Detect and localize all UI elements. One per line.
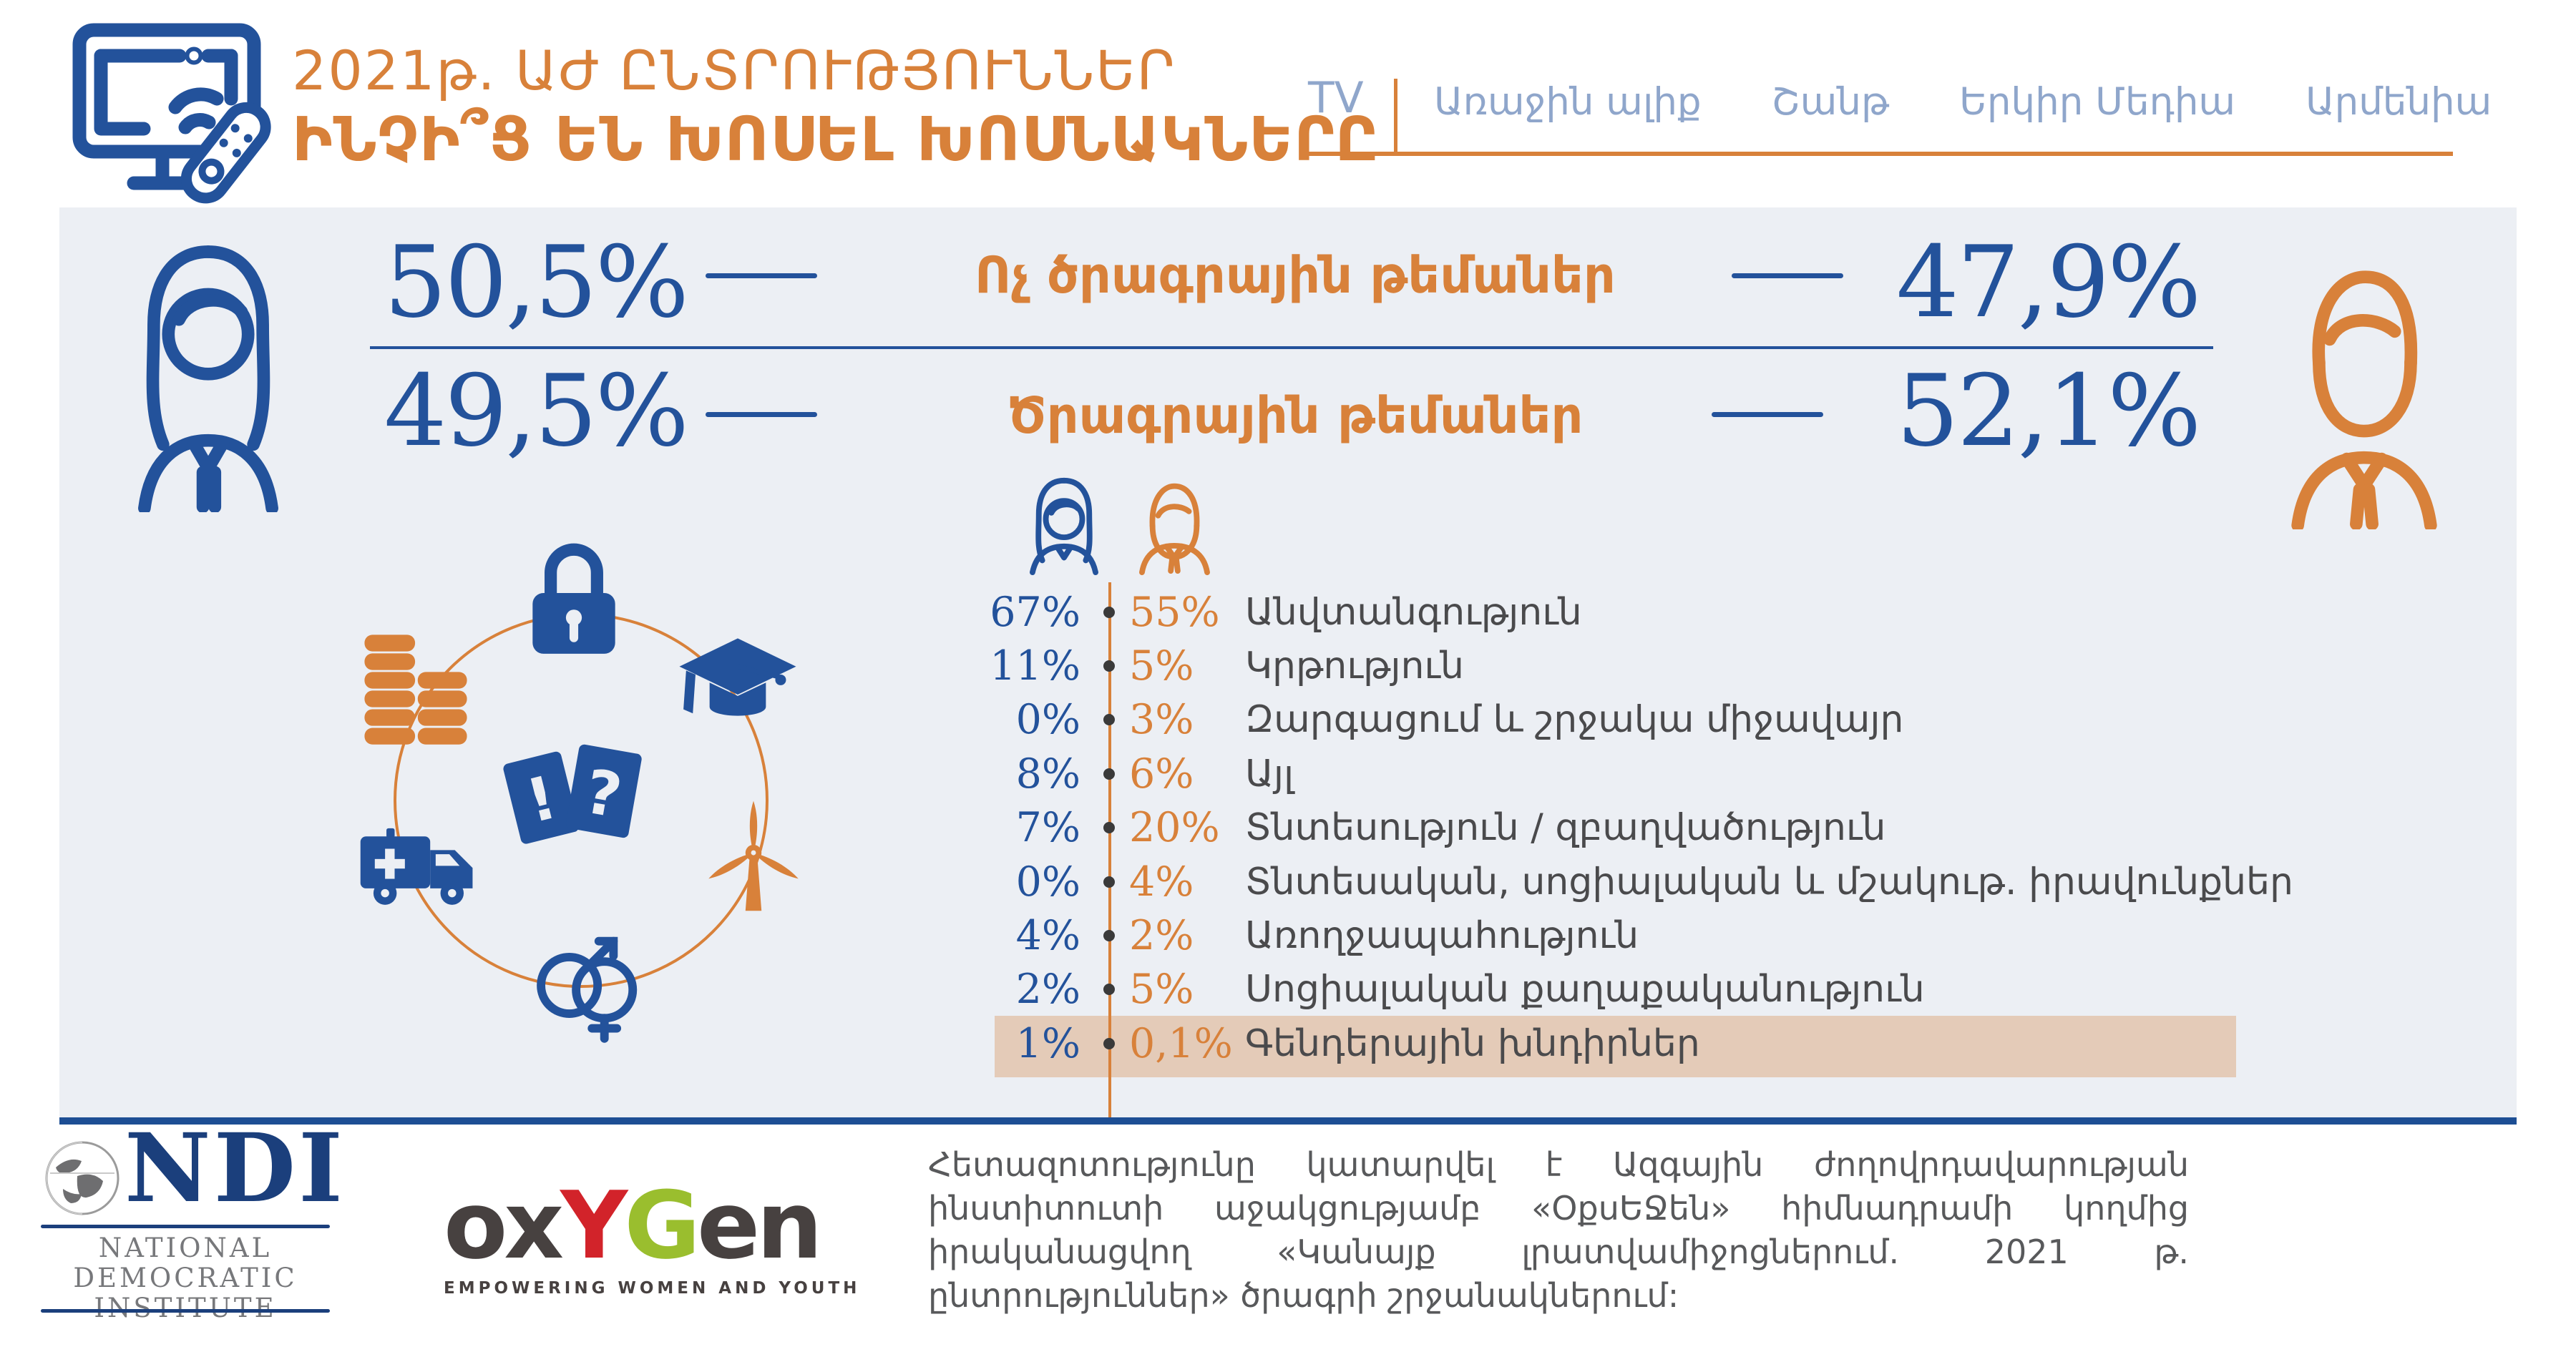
topic-row: 7% 20% Տնտեսություն / զբաղվածություն <box>823 801 2361 855</box>
topic-row: 11% 5% Կրթություն <box>823 639 2361 692</box>
man-icon <box>2291 270 2437 529</box>
men-percent: 6% <box>1129 750 1194 798</box>
women-percent: 0% <box>1015 858 1080 906</box>
stat-dash <box>1732 273 1843 278</box>
topic-label: Կրթություն <box>1245 645 1464 688</box>
topic-row-gender-issues: 1% 0,1% Գենդերային խնդիրներ <box>823 1017 2361 1070</box>
topic-row: 8% 6% Այլ <box>823 747 2361 800</box>
oxygen-logo: oxYGen <box>444 1179 823 1272</box>
channel-armenia: Արմենիա <box>2306 80 2492 124</box>
ndi-logo-text: NDI <box>125 1113 346 1224</box>
stat-label-program: Ծրագրային թեմաներ <box>1007 386 1584 445</box>
women-percent: 11% <box>990 642 1080 690</box>
man-column-icon <box>1139 483 1210 575</box>
topic-label: Տնտեսություն / զբաղվածություն <box>1245 806 1886 850</box>
men-percent: 3% <box>1129 696 1194 744</box>
graduation-cap-icon <box>679 638 796 716</box>
bullet-dot-icon <box>1103 930 1115 942</box>
oxygen-logo-en: en <box>697 1171 823 1280</box>
stat-dash <box>706 412 817 417</box>
bullet-dot-icon <box>1103 822 1115 834</box>
globe-icon <box>45 1141 119 1215</box>
topic-label: Տնտեսական, սոցիալական և մշակութ. իրավուն… <box>1245 860 2293 903</box>
oxygen-tagline: EMPOWERING WOMEN AND YOUTH <box>444 1279 861 1298</box>
topic-label: Այլ <box>1245 752 1294 795</box>
bullet-dot-icon <box>1103 768 1115 780</box>
coins-icon <box>364 635 467 745</box>
ndi-word-national: NATIONAL <box>98 1233 273 1263</box>
gender-issues-highlight <box>995 1016 2236 1077</box>
topic-divider-line <box>1108 582 1111 1117</box>
main-panel <box>59 207 2517 1117</box>
bullet-dot-icon <box>1103 876 1115 888</box>
page-title-line2: ԻՆՉԻ՞Ց ԵՆ ԽՈՍԵԼ ԽՈՍՆԱԿՆԵՐԸ <box>292 104 1380 175</box>
tv-remote-icon <box>72 23 271 204</box>
woman-column-icon <box>1030 477 1098 575</box>
oxygen-logo-ox: ox <box>444 1171 564 1280</box>
topic-row: 67% 55% Անվտանգություն <box>823 585 2361 639</box>
topic-label: Գենդերային խնդիրներ <box>1245 1022 1700 1065</box>
topic-row: 4% 2% Առողջապահություն <box>823 908 2361 962</box>
bullet-dot-icon <box>1103 714 1115 726</box>
page-title-line1: 2021թ. ԱԺ ԸՆՏՐՈՒԹՅՈՒՆՆԵՐ <box>292 39 1176 102</box>
bullet-dot-icon <box>1103 1037 1115 1049</box>
women-percent: 2% <box>1015 966 1080 1014</box>
bullet-dot-icon <box>1103 660 1115 672</box>
women-percent: 8% <box>1015 750 1080 798</box>
women-percent: 1% <box>1015 1019 1080 1067</box>
stat-men-nonprogram: 47,9% <box>1896 225 2201 340</box>
alert-question-cards-icon: ! ? <box>503 744 642 844</box>
ndi-rule <box>41 1225 330 1228</box>
stat-dash <box>1712 412 1823 417</box>
bullet-dot-icon <box>1103 984 1115 996</box>
stat-label-nonprogram: Ոչ ծրագրային թեմաներ <box>975 246 1616 305</box>
channel-arajin-aliq: Առաջին ալիք <box>1434 80 1702 124</box>
wind-turbine-icon <box>708 800 799 911</box>
men-percent: 55% <box>1129 588 1220 636</box>
research-note: Հետազոտությունը կատարվել է Ազգային ժողով… <box>928 1145 2189 1315</box>
men-percent: 2% <box>1129 912 1194 960</box>
men-percent: 4% <box>1129 858 1194 906</box>
channel-list: Առաջին ալիք Շանթ Երկիր Մեդիա Արմենիա <box>1434 80 2492 124</box>
tv-nav-label: TV <box>1308 73 1364 123</box>
topic-label: Զարգացում և շրջակա միջավայր <box>1245 698 1904 742</box>
stat-divider-line <box>370 346 2213 349</box>
oxygen-logo-g: G <box>624 1171 701 1280</box>
topic-row: 2% 5% Սոցիալական քաղաքականություն <box>823 963 2361 1017</box>
stat-men-program: 52,1% <box>1896 353 2201 469</box>
woman-icon <box>138 245 278 512</box>
panel-bottom-bar <box>59 1117 2517 1125</box>
men-percent: 20% <box>1129 804 1220 852</box>
nav-underline <box>1302 152 2453 156</box>
women-percent: 7% <box>1015 804 1080 852</box>
women-percent: 67% <box>990 588 1080 636</box>
nav-divider <box>1394 79 1397 153</box>
men-percent: 5% <box>1129 642 1194 690</box>
oxygen-logo-y: Y <box>560 1171 628 1280</box>
bullet-dot-icon <box>1103 606 1115 618</box>
topic-label: Անվտանգություն <box>1245 590 1582 634</box>
ndi-word-democratic: DEMOCRATIC <box>73 1263 298 1293</box>
ndi-rule <box>41 1309 330 1313</box>
channel-yerkir-media: Երկիր Մեդիա <box>1959 80 2236 124</box>
stat-women-nonprogram: 50,5% <box>384 225 689 340</box>
topic-list: 67% 55% Անվտանգություն 11% 5% Կրթություն 0% 3… <box>823 585 2361 1071</box>
stat-dash <box>706 273 817 278</box>
gender-symbols-icon <box>537 936 638 1043</box>
women-percent: 0% <box>1015 696 1080 744</box>
topic-row: 0% 3% Զարգացում և շրջակա միջավայր <box>823 693 2361 747</box>
ambulance-icon <box>360 828 473 905</box>
ndi-word-institute: INSTITUTE <box>94 1293 277 1323</box>
men-percent: 0,1% <box>1129 1019 1233 1067</box>
lock-icon <box>532 543 615 654</box>
channel-shant: Շանթ <box>1771 80 1890 124</box>
men-percent: 5% <box>1129 966 1194 1014</box>
stat-women-program: 49,5% <box>384 353 689 469</box>
topic-label: Առողջապահություն <box>1245 914 1639 958</box>
topic-row: 0% 4% Տնտեսական, սոցիալական և մշակութ. իրա… <box>823 855 2361 908</box>
women-percent: 4% <box>1015 912 1080 960</box>
topic-label: Սոցիալական քաղաքականություն <box>1245 968 1925 1011</box>
